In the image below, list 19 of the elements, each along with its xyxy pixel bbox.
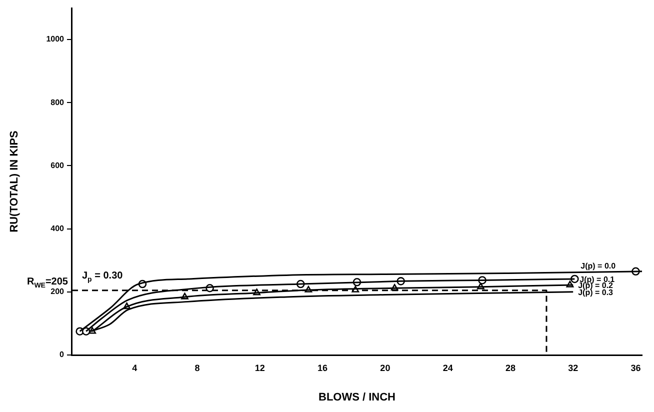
x-tick-label: 12 xyxy=(254,362,265,373)
series-label: J(p) = 0.3 xyxy=(578,288,614,297)
x-tick-label: 32 xyxy=(568,362,578,373)
y-axis-title: RU(TOTAL) IN KIPS xyxy=(8,130,21,232)
series-label: J(p) = 0.0 xyxy=(580,261,616,270)
y-tick-label: 800 xyxy=(50,98,65,107)
x-tick-label: 28 xyxy=(505,362,516,373)
x-tick-label: 20 xyxy=(380,362,390,373)
y-tick-label: 0 xyxy=(60,350,65,360)
x-axis-title: BLOWS / INCH xyxy=(318,391,396,404)
x-tick-label: 4 xyxy=(132,362,138,373)
y-tick-label: 200 xyxy=(50,287,65,296)
x-tick-label: 36 xyxy=(630,362,641,373)
y-tick-label: 400 xyxy=(50,224,65,234)
x-tick-label: 16 xyxy=(318,362,328,373)
x-tick-label: 8 xyxy=(194,362,200,373)
y-tick-label: 600 xyxy=(50,160,65,170)
x-tick-label: 24 xyxy=(442,362,453,373)
y-tick-label: 1000 xyxy=(46,34,65,44)
